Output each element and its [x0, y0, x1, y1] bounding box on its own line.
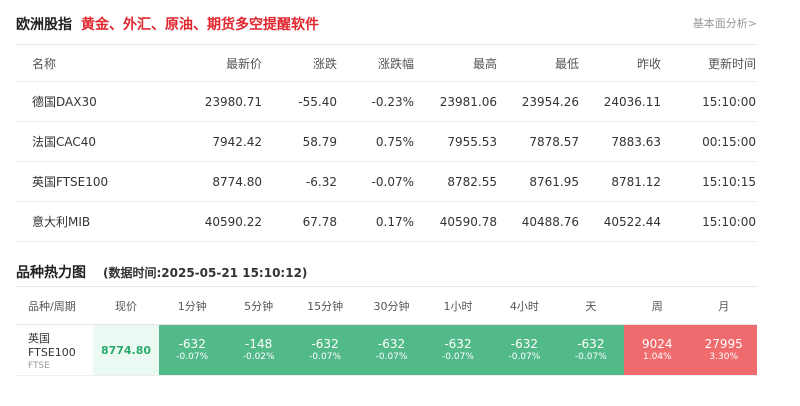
table-row[interactable]: 英国FTSE100 8774.80 -6.32 -0.07% 8782.55 8… [16, 161, 757, 202]
quotes-header-row: 名称 最新价 涨跌 涨跌幅 最高 最低 昨收 更新时间 [16, 45, 757, 82]
heatmap-row: 英国FTSE100 FTSE 8774.80 -632 -0.07% -148 -0… [16, 325, 757, 376]
change-percent: 0.75% [338, 121, 415, 162]
heatmap-header-row: 品种/周期 现价 1分钟 5分钟 15分钟 30分钟 1小时 4小时 天 周 月 [16, 286, 757, 325]
heat-value: -632 [510, 337, 539, 351]
period-15m: 15分钟 [307, 299, 344, 313]
index-name[interactable]: 意大利MIB [16, 201, 156, 242]
heat-cell-4h[interactable]: -632 -0.07% [491, 325, 558, 375]
promo-link[interactable]: 黄金、外汇、原油、期货多空提醒软件 [81, 17, 319, 33]
fundamental-analysis-link[interactable]: 基本面分析> [692, 17, 757, 30]
heat-cell-30m[interactable]: -632 -0.07% [358, 325, 425, 375]
col-header-name: 名称 [16, 45, 156, 82]
change-value: 58.79 [263, 121, 338, 162]
heatmap-instrument[interactable]: 英国FTSE100 FTSE [16, 325, 93, 375]
instrument-name: 英国FTSE100 [28, 331, 76, 359]
heat-value: -632 [444, 337, 472, 351]
prev-close: 40522.44 [580, 201, 662, 242]
heatmap-title: 品种热力图 [16, 265, 86, 281]
heat-percent: -0.07% [176, 352, 209, 362]
heat-percent: -0.07% [442, 352, 474, 362]
low-value: 7878.57 [498, 121, 580, 162]
period-1h: 1小时 [443, 299, 473, 313]
heat-percent: 1.04% [642, 352, 672, 362]
heat-percent: -0.07% [508, 352, 541, 362]
quotes-table: 名称 最新价 涨跌 涨跌幅 最高 最低 昨收 更新时间 德国DAX30 2398… [16, 45, 757, 242]
update-time: 15:10:00 [662, 201, 757, 242]
change-percent: 0.17% [338, 201, 415, 242]
heatmap-header-price: 现价 [115, 299, 137, 313]
low-value: 40488.76 [498, 201, 580, 242]
heat-value: 27995 [704, 337, 743, 351]
heat-cell-5m[interactable]: -148 -0.02% [225, 325, 292, 375]
col-header-last: 最新价 [156, 45, 263, 82]
heat-cell-day[interactable]: -632 -0.07% [557, 325, 625, 375]
heat-percent: -0.07% [574, 352, 607, 362]
period-week: 周 [651, 299, 663, 313]
change-percent: -0.07% [338, 161, 415, 202]
heat-value: -148 [245, 337, 273, 351]
update-time: 00:15:00 [662, 121, 757, 162]
heat-value: 9024 [642, 337, 673, 351]
high-value: 8782.55 [415, 161, 498, 202]
table-row[interactable]: 意大利MIB 40590.22 67.78 0.17% 40590.78 404… [16, 201, 757, 242]
heat-cell-week[interactable]: 9024 1.04% [624, 325, 691, 375]
col-header-low: 最低 [498, 45, 580, 82]
heatmap-data-time: (数据时间:2025-05-21 15:10:12) [103, 266, 308, 280]
update-time: 15:10:15 [662, 161, 757, 202]
table-row[interactable]: 法国CAC40 7942.42 58.79 0.75% 7955.53 7878… [16, 121, 757, 162]
heat-cell-month[interactable]: 27995 3.30% [690, 325, 757, 375]
heat-percent: -0.07% [309, 352, 342, 362]
col-header-prev: 昨收 [580, 45, 662, 82]
european-indices-panel: 欧洲股指 黄金、外汇、原油、期货多空提醒软件 基本面分析> 名称 最新价 涨跌 … [16, 0, 757, 242]
change-value: -6.32 [263, 161, 338, 202]
heatmap-table: 品种/周期 现价 1分钟 5分钟 15分钟 30分钟 1小时 4小时 天 周 月… [16, 286, 757, 376]
period-1m: 1分钟 [177, 299, 207, 313]
heat-cell-15m[interactable]: -632 -0.07% [291, 325, 359, 375]
heat-value: -632 [577, 337, 605, 351]
last-price: 40590.22 [156, 201, 263, 242]
index-name[interactable]: 英国FTSE100 [16, 161, 156, 202]
low-value: 23954.26 [498, 81, 580, 122]
col-header-change: 涨跌 [263, 45, 338, 82]
period-day: 天 [585, 299, 597, 313]
heat-cell-1m[interactable]: -632 -0.07% [159, 325, 226, 375]
heat-value: -632 [178, 337, 206, 351]
col-header-time: 更新时间 [662, 45, 757, 82]
period-30m: 30分钟 [373, 299, 410, 313]
high-value: 40590.78 [415, 201, 498, 242]
heat-percent: -0.02% [242, 352, 275, 362]
heat-percent: -0.07% [375, 352, 408, 362]
heat-percent: 3.30% [709, 352, 739, 362]
prev-close: 24036.11 [580, 81, 662, 122]
index-name[interactable]: 法国CAC40 [16, 121, 156, 162]
heatmap-header-name: 品种/周期 [28, 299, 76, 313]
period-5m: 5分钟 [244, 299, 274, 313]
heat-value: -632 [377, 337, 406, 351]
high-value: 7955.53 [415, 121, 498, 162]
index-name[interactable]: 德国DAX30 [16, 81, 156, 122]
period-month: 月 [718, 299, 730, 313]
last-price: 8774.80 [156, 161, 263, 202]
col-header-high: 最高 [415, 45, 498, 82]
prev-close: 8781.12 [580, 161, 662, 202]
heat-value: -632 [311, 337, 339, 351]
current-price: 8774.80 [93, 325, 159, 375]
prev-close: 7883.63 [580, 121, 662, 162]
high-value: 23981.06 [415, 81, 498, 122]
panel-title: 欧洲股指 [16, 17, 72, 33]
change-percent: -0.23% [338, 81, 415, 122]
panel-header: 欧洲股指 黄金、外汇、原油、期货多空提醒软件 基本面分析> [16, 0, 757, 45]
col-header-pct: 涨跌幅 [338, 45, 415, 82]
period-4h: 4小时 [509, 299, 539, 313]
table-row[interactable]: 德国DAX30 23980.71 -55.40 -0.23% 23981.06 … [16, 81, 757, 122]
last-price: 23980.71 [156, 81, 263, 122]
change-value: -55.40 [263, 81, 338, 122]
instrument-code: FTSE [28, 360, 50, 371]
heat-cell-1h[interactable]: -632 -0.07% [424, 325, 492, 375]
update-time: 15:10:00 [662, 81, 757, 122]
last-price: 7942.42 [156, 121, 263, 162]
change-value: 67.78 [263, 201, 338, 242]
low-value: 8761.95 [498, 161, 580, 202]
